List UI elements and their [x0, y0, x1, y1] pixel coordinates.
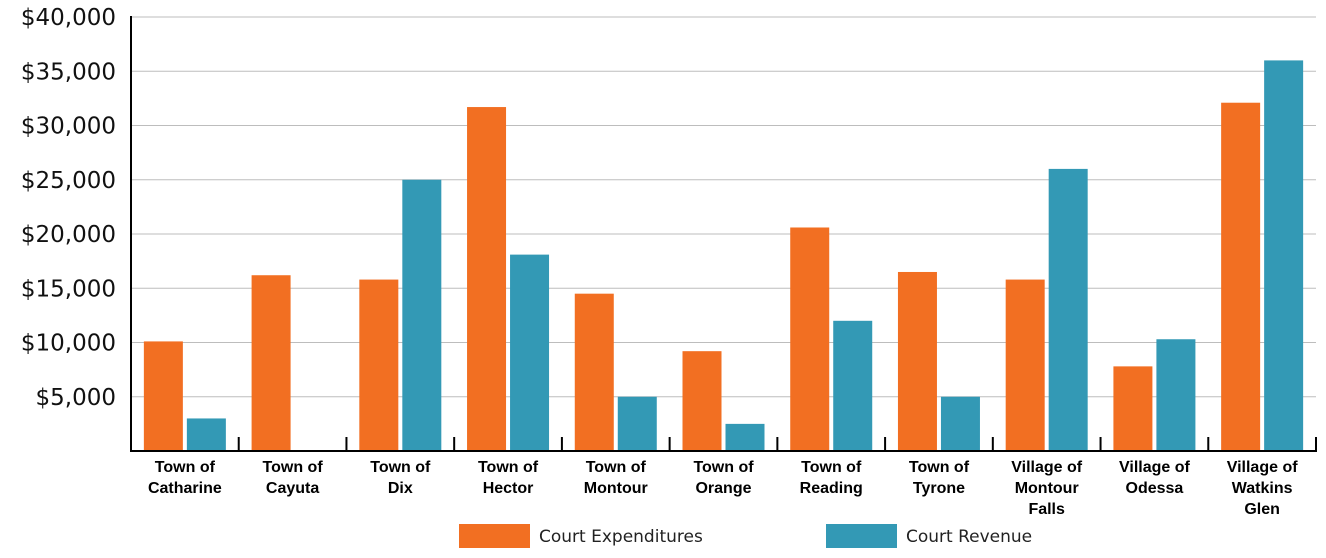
bar-court-expenditures: [1113, 366, 1153, 451]
y-tick-label: $20,000: [21, 222, 116, 248]
bar-court-expenditures: [143, 341, 183, 451]
legend-label: Court Expenditures: [539, 527, 703, 547]
bar-court-revenue: [1264, 60, 1304, 452]
y-tick-label: $5,000: [36, 385, 116, 411]
y-tick-label: $30,000: [21, 114, 116, 140]
y-tick-label: $10,000: [21, 331, 116, 357]
y-axis-tick-labels: $5,000 $10,000 $15,000 $20,000 $25,000 $30,00…: [21, 5, 116, 411]
gridlines: [131, 16, 1316, 398]
bar-court-expenditures: [251, 275, 291, 451]
axes: [130, 16, 1317, 452]
bar-court-revenue: [1048, 168, 1088, 451]
x-tick-label: Town of Montour: [584, 459, 648, 497]
bar-court-expenditures: [359, 279, 399, 451]
x-tick-label: Town of Tyrone: [909, 459, 970, 497]
x-tick-label: Village of Montour Falls: [1011, 459, 1083, 518]
bar-court-expenditures: [790, 227, 830, 451]
x-tick-label: Town of Catharine: [148, 459, 222, 497]
bar-court-revenue: [617, 396, 657, 451]
bar-court-revenue: [186, 418, 226, 451]
bar-court-expenditures: [1005, 279, 1045, 451]
y-tick-label: $25,000: [21, 168, 116, 194]
bar-court-revenue: [1156, 339, 1196, 451]
legend-label: Court Revenue: [906, 527, 1032, 547]
bar-court-expenditures: [574, 293, 614, 451]
legend-swatch: [459, 524, 530, 548]
bar-court-revenue: [402, 179, 442, 451]
bar-court-revenue: [725, 423, 765, 451]
bar-court-revenue: [833, 320, 873, 451]
x-tick-label: Town of Cayuta: [263, 459, 324, 497]
x-tick-label: Town of Hector: [478, 459, 539, 497]
legend-swatch: [826, 524, 897, 548]
bar-court-revenue: [510, 254, 550, 451]
x-axis-tick-labels: Town of Catharine Town of Cayuta Town of Dix T…: [148, 459, 1298, 518]
bar-court-revenue: [940, 396, 980, 451]
bar-court-expenditures: [467, 107, 507, 452]
x-tick-label: Village of Watkins Glen: [1227, 459, 1299, 518]
bar-court-expenditures: [1221, 102, 1261, 451]
bar-court-expenditures: [682, 351, 722, 451]
x-tick-label: Town of Reading: [800, 459, 863, 497]
x-tick-label: Town of Dix: [370, 459, 431, 497]
bars: [143, 60, 1304, 452]
bar-court-expenditures: [897, 271, 937, 451]
legend: Court Expenditures Court Revenue: [459, 524, 1032, 548]
y-tick-label: $15,000: [21, 276, 116, 302]
x-tick-label: Town of Orange: [693, 459, 754, 497]
y-tick-label: $40,000: [21, 5, 116, 31]
y-tick-label: $35,000: [21, 59, 116, 85]
x-tick-label: Village of Odessa: [1119, 459, 1191, 497]
